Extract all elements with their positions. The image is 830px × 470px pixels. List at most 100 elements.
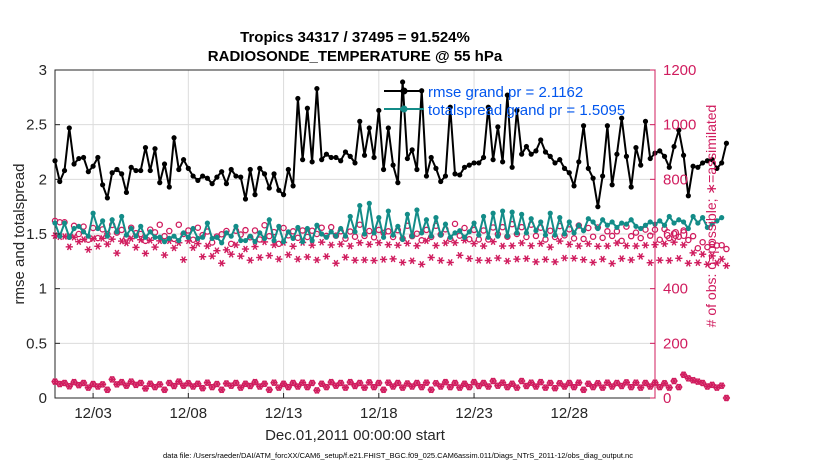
rmse-point xyxy=(104,195,110,201)
legend-rmse-label: rmse grand pr = 2.1162 xyxy=(428,84,583,101)
totalspread-point xyxy=(261,235,268,241)
obs-assimilated-point xyxy=(346,378,354,386)
obs-possible-point xyxy=(189,236,197,243)
obs-assimilated-point xyxy=(394,379,402,387)
obs-possible-point xyxy=(723,245,730,253)
totalspread-point xyxy=(580,228,587,234)
obs-assimilated-point xyxy=(565,379,573,387)
y-tick-label: 2 xyxy=(39,171,47,188)
rmse-point xyxy=(395,180,401,186)
totalspread-point xyxy=(690,213,696,220)
obs-possible-point xyxy=(546,227,554,234)
obs-assimilated-point xyxy=(284,383,292,391)
obs-assimilated-point xyxy=(527,379,535,387)
totalspread-point xyxy=(66,234,72,240)
obs-assimilated-point xyxy=(641,379,650,387)
obs-assimilated-point xyxy=(618,382,626,390)
obs-assimilated-point xyxy=(137,379,145,387)
rmse-point xyxy=(490,157,496,163)
obs-assimilated-point xyxy=(308,379,316,387)
obs-assimilated-point xyxy=(675,254,683,262)
rmse-point xyxy=(80,154,87,161)
totalspread-point xyxy=(409,233,415,239)
rmse-point xyxy=(438,178,444,185)
obs-assimilated-point xyxy=(637,384,645,392)
rmse-point xyxy=(71,161,77,167)
rmse-point xyxy=(638,162,644,168)
totalspread-point xyxy=(466,229,472,235)
rmse-point xyxy=(614,151,620,157)
obs-assimilated-point xyxy=(394,241,402,249)
obs-assimilated-point xyxy=(170,244,178,252)
totalspread-point xyxy=(180,230,187,236)
rmse-point xyxy=(466,162,472,168)
totalspread-point xyxy=(695,220,701,226)
obs-assimilated-point xyxy=(275,384,283,392)
totalspread-point xyxy=(452,230,458,236)
x-tick-label: 12/28 xyxy=(551,405,589,422)
obs-assimilated-point xyxy=(560,254,569,262)
obs-assimilated-point xyxy=(65,243,73,251)
totalspread-point xyxy=(319,231,325,237)
totalspread-point xyxy=(447,234,453,240)
obs-assimilated-point xyxy=(408,257,416,265)
obs-assimilated-point xyxy=(694,378,702,386)
obs-assimilated-point xyxy=(356,239,364,247)
rmse-point xyxy=(219,169,225,175)
rmse-point xyxy=(447,104,453,110)
obs-possible-point xyxy=(694,244,702,252)
y-axis-right-label: # of obs: o=possible; ∗=assimilated xyxy=(703,105,719,328)
obs-assimilated-point xyxy=(356,379,364,387)
obs-assimilated-point xyxy=(208,252,216,260)
obs-assimilated-point xyxy=(437,383,445,390)
obs-assimilated-point xyxy=(589,383,597,391)
obs-assimilated-point xyxy=(513,384,521,392)
obs-assimilated-point xyxy=(475,382,483,390)
totalspread-point xyxy=(609,219,615,225)
obs-assimilated-point xyxy=(108,375,116,383)
obs-assimilated-point xyxy=(141,384,150,392)
obs-possible-point xyxy=(632,229,640,236)
totalspread-point xyxy=(433,215,439,221)
totalspread-point xyxy=(228,233,234,239)
x-tick-label: 12/08 xyxy=(170,405,208,422)
rmse-point xyxy=(442,173,449,179)
rmse-point xyxy=(95,154,101,161)
rmse-point xyxy=(476,160,482,166)
obs-assimilated-point xyxy=(213,247,221,255)
totalspread-point xyxy=(671,220,677,226)
obs-assimilated-point xyxy=(508,380,516,388)
rmse-point xyxy=(285,166,291,173)
obs-assimilated-point xyxy=(679,371,688,379)
rmse-point xyxy=(671,143,677,150)
rmse-point xyxy=(704,158,710,164)
totalspread-point xyxy=(538,219,544,225)
rmse-point xyxy=(157,180,163,186)
obs-assimilated-point xyxy=(256,254,264,261)
obs-assimilated-point xyxy=(60,379,69,387)
rmse-point xyxy=(176,166,182,173)
obs-assimilated-point xyxy=(341,253,350,261)
rmse-point xyxy=(271,171,277,177)
totalspread-point xyxy=(157,234,163,240)
rmse-point xyxy=(100,182,106,188)
rmse-point xyxy=(85,169,91,175)
obs-assimilated-point xyxy=(318,380,326,388)
obs-possible-point xyxy=(461,224,468,232)
obs-assimilated-point xyxy=(84,246,92,254)
rmse-point xyxy=(471,160,477,166)
totalspread-point xyxy=(357,202,363,209)
obs-possible-point xyxy=(666,234,673,242)
obs-assimilated-point xyxy=(170,382,178,390)
totalspread-point xyxy=(528,216,534,222)
y-right-tick-label: 1000 xyxy=(663,117,696,134)
y-right-tick-label: 600 xyxy=(663,226,688,243)
rmse-point xyxy=(414,166,420,173)
totalspread-point xyxy=(223,230,230,236)
totalspread-point xyxy=(585,216,591,222)
obs-assimilated-point xyxy=(532,258,540,266)
obs-assimilated-point xyxy=(246,382,254,390)
rmse-point xyxy=(700,160,706,166)
y-right-tick-label: 200 xyxy=(663,335,688,352)
obs-assimilated-point xyxy=(608,260,616,267)
